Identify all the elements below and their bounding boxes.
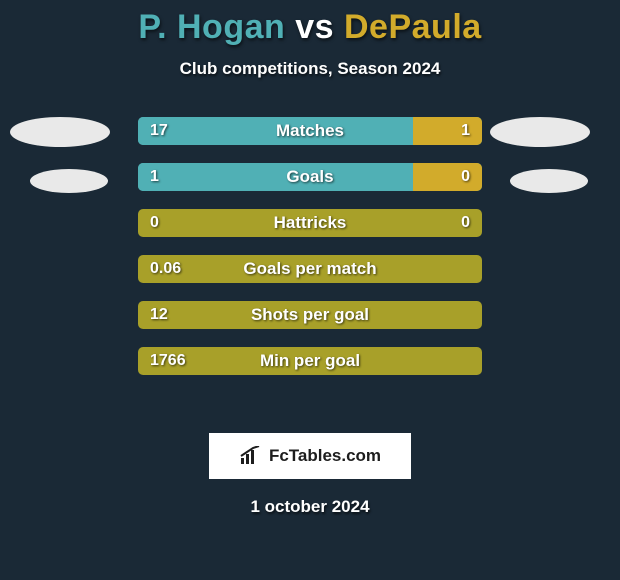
chart-icon [239,446,263,466]
player1-photo-oval-b [30,169,108,193]
page-title: P. Hogan vs DePaula [0,0,620,47]
stat-value-right: 0 [461,209,470,237]
comparison-area: Matches171Goals10Hattricks00Goals per ma… [0,117,620,417]
stat-row: Min per goal1766 [138,347,482,375]
stat-label: Shots per goal [138,301,482,329]
stat-value-left: 0.06 [150,255,181,283]
stat-row: Matches17 1 [138,117,482,145]
title-player2: DePaula [344,8,482,46]
player2-photo-oval-b [510,169,588,193]
watermark: FcTables.com [209,433,411,479]
subtitle: Club competitions, Season 2024 [0,59,620,79]
stat-row: Hattricks0 0 [138,209,482,237]
stat-label: Hattricks [138,209,482,237]
stat-label: Goals per match [138,255,482,283]
stat-row: Goals1 0 [138,163,482,191]
stat-bars: Matches171Goals10Hattricks00Goals per ma… [138,117,482,393]
stat-row: Goals per match0.06 [138,255,482,283]
stat-value-left: 1 [150,163,159,191]
stat-value-left: 0 [150,209,159,237]
stat-value-left: 12 [150,301,168,329]
stat-value-right: 0 [461,163,470,191]
footer-date: 1 october 2024 [0,497,620,517]
stat-label: Min per goal [138,347,482,375]
stat-label: Matches [138,117,482,145]
stat-value-left: 1766 [150,347,186,375]
title-vs: vs [285,8,344,46]
stat-value-left: 17 [150,117,168,145]
watermark-brand: FcTables.com [269,446,381,466]
stat-value-right: 1 [461,117,470,145]
player1-photo-oval-a [10,117,110,147]
stat-label: Goals [138,163,482,191]
player2-photo-oval-a [490,117,590,147]
stat-row: Shots per goal12 [138,301,482,329]
title-player1: P. Hogan [138,8,285,46]
